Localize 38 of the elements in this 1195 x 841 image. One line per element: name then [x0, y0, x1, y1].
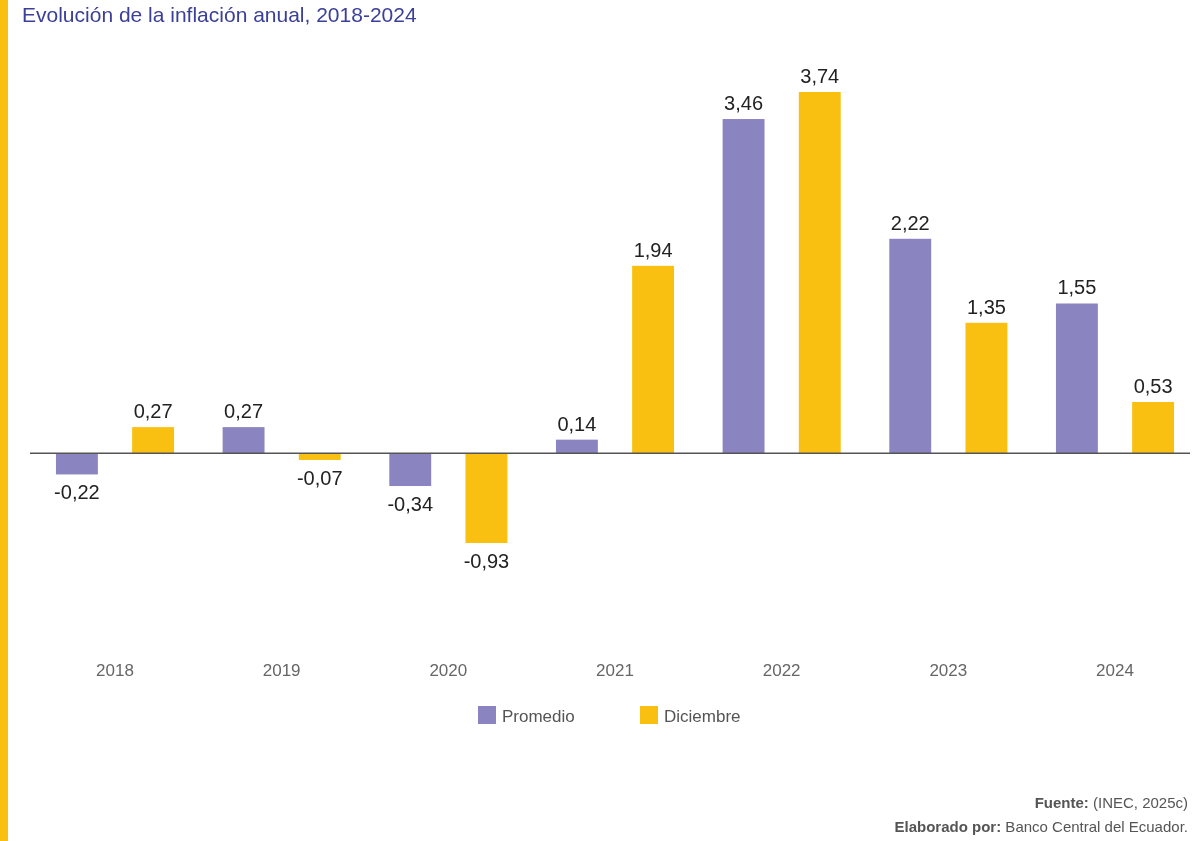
chart-title: Evolución de la inflación anual, 2018-2024 [22, 3, 417, 26]
bar [222, 427, 265, 454]
data-label: -0,07 [296, 466, 343, 489]
data-label: 3,46 [724, 92, 764, 115]
x-tick-label: 2018 [96, 661, 134, 680]
data-label: 0,27 [224, 400, 264, 423]
bar [722, 119, 765, 454]
data-label: -0,22 [54, 481, 100, 504]
x-tick-label: 2023 [929, 661, 968, 680]
bar [798, 92, 841, 454]
data-label: -0,34 [387, 493, 434, 516]
data-label: 1,94 [633, 238, 673, 261]
bar [889, 238, 932, 454]
data-label: 3,74 [800, 65, 840, 87]
bar [465, 453, 508, 543]
legend-label: Diciembre [664, 707, 741, 726]
data-label: 0,27 [133, 400, 173, 423]
source-note: Fuente: (INEC, 2025c) [1034, 794, 1188, 811]
x-tick-label: 2024 [1096, 661, 1134, 680]
data-label: 1,35 [966, 295, 1006, 318]
x-tick-label: 2019 [262, 661, 301, 680]
x-tick-label: 2021 [596, 661, 634, 680]
bar [389, 453, 432, 487]
data-label: 1,55 [1057, 276, 1097, 299]
legend-label: Promedio [502, 707, 575, 726]
bar [55, 453, 98, 475]
data-label: 2,22 [890, 211, 930, 234]
data-label: -0,93 [463, 550, 510, 572]
bar [632, 265, 675, 454]
data-label: 0,53 [1133, 375, 1173, 397]
bar [965, 322, 1008, 454]
bar [132, 427, 175, 454]
data-label: 0,14 [557, 412, 597, 435]
x-tick-label: 2020 [429, 661, 468, 680]
bar [1055, 303, 1098, 454]
text: Elaborado por: Banco Central del Ecuador. [894, 818, 1188, 835]
bar [1132, 402, 1175, 454]
x-tick-label: 2022 [762, 661, 801, 680]
